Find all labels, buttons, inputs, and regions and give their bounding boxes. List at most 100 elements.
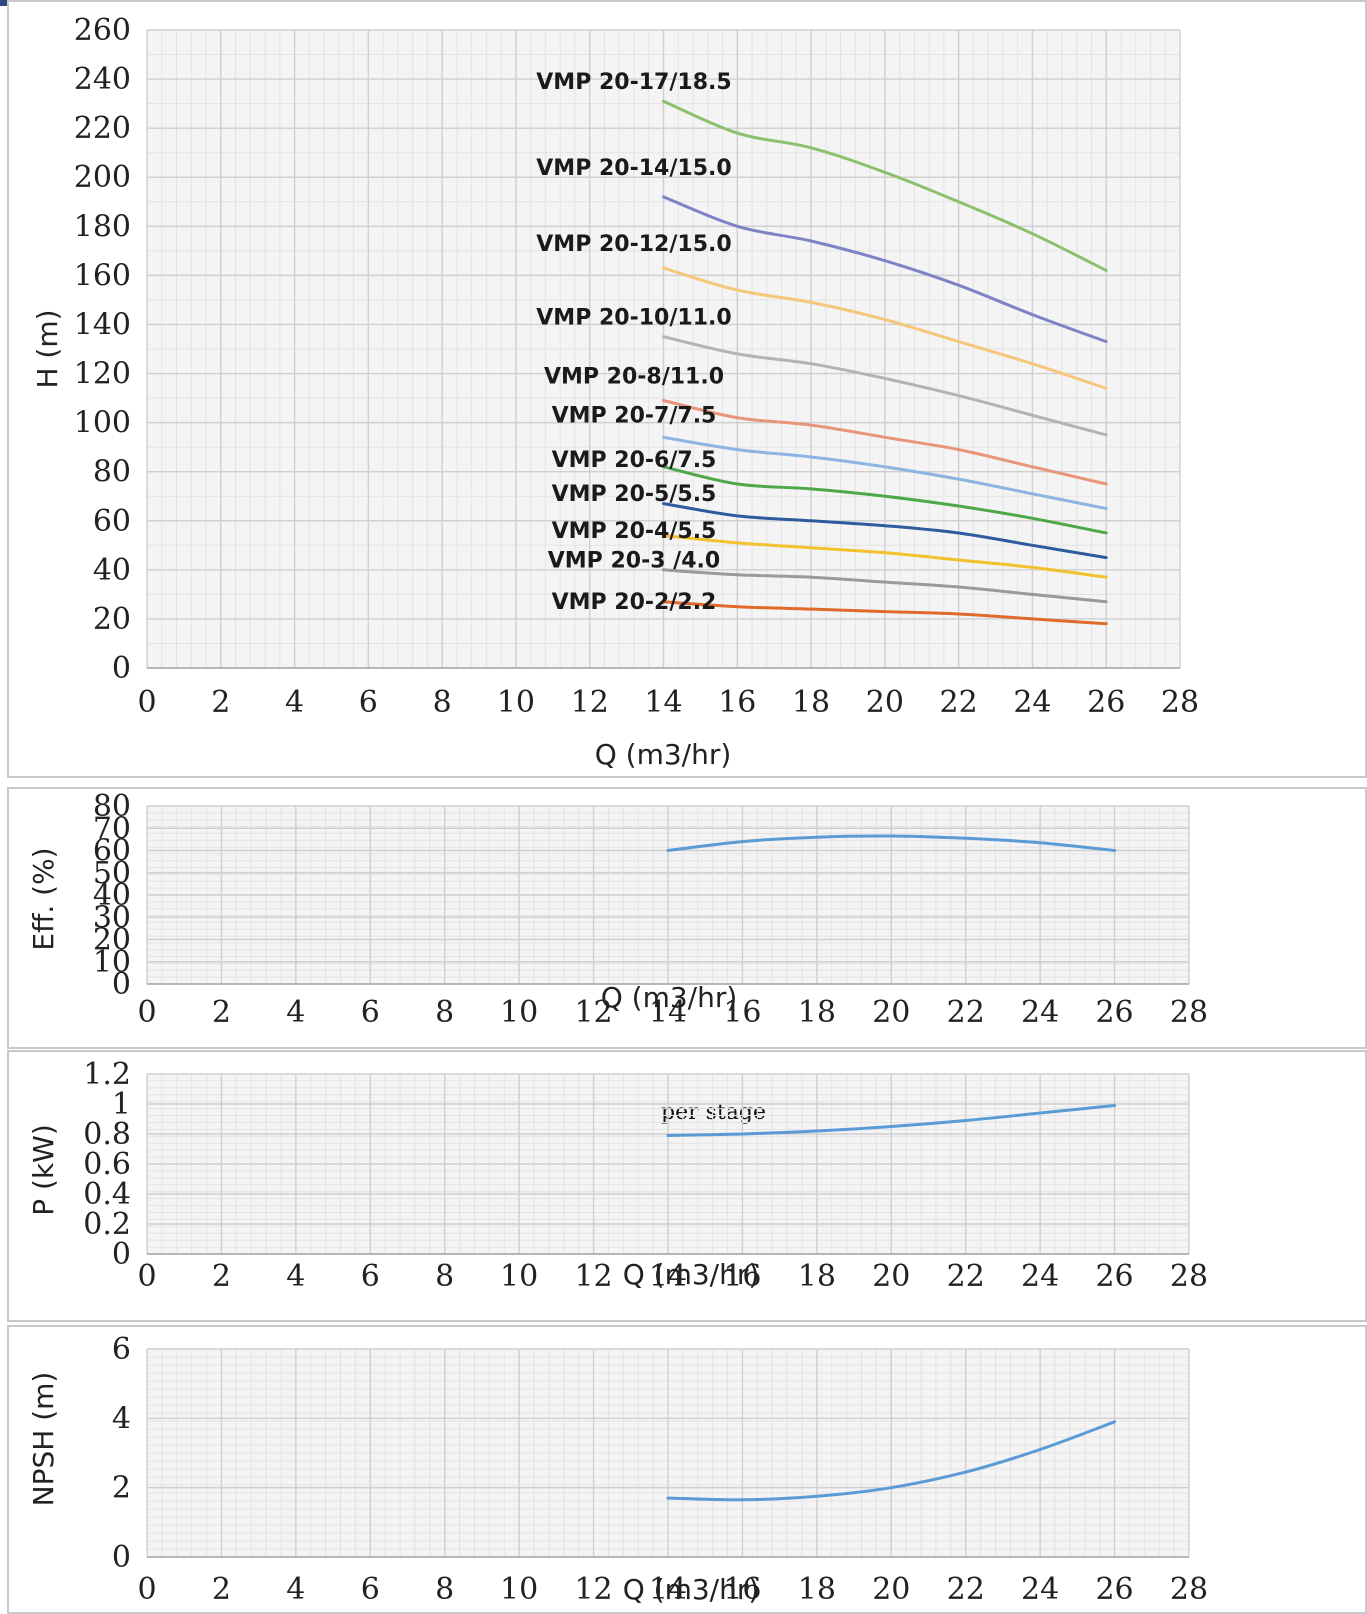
head-series-label: VMP 20-5/5.5: [552, 482, 717, 507]
power-x-tick-label: 16: [723, 1259, 761, 1294]
head-chart: Q (m3/hr) H (m) 0 2 4 6 8 10 12 14 16 18 20 22 24 26 2…: [31, 13, 1199, 771]
power-x-tick-label: 22: [947, 1259, 985, 1294]
power-x-tick-label: 28: [1170, 1259, 1208, 1294]
npsh-x-tick-label: 0: [137, 1572, 156, 1607]
power-major-grid: [146, 1073, 1190, 1255]
head-series-vmp-20-17-18-5: [662, 99, 1108, 272]
efficiency-chart: Q (m3/hr) Eff. (%) 0 2 4 6 8 10 12 14 16 18 20 22 24…: [27, 789, 1208, 1030]
power-chart: Q (m3/hr) P (kW) per stage 0 2 4 6 8 10 12 14 16…: [27, 1057, 1208, 1294]
efficiency-x-tick-label: 2: [212, 995, 231, 1030]
head-series-label: VMP 20-3 /4.0: [548, 548, 720, 573]
head-series-vmp-20-12-15-0: [662, 266, 1108, 390]
npsh-x-tick-label: 24: [1021, 1572, 1059, 1607]
efficiency-x-tick-label: 18: [798, 995, 836, 1030]
head-y-tick-label: 0: [112, 651, 131, 686]
efficiency-x-tick-label: 0: [137, 995, 156, 1030]
npsh-x-tick-label: 12: [574, 1572, 612, 1607]
head-x-tick-label: 24: [1013, 685, 1051, 720]
efficiency-x-tick-label: 4: [286, 995, 305, 1030]
power-y-tick-label: 0.8: [83, 1117, 131, 1152]
efficiency-x-tick-label: 22: [947, 995, 985, 1030]
head-chart-panel: Q (m3/hr) H (m) 0 2 4 6 8 10 12 14 16 18 20 22 24 26 2…: [7, 0, 1367, 778]
head-series-label: VMP 20-7/7.5: [552, 404, 717, 429]
head-x-axis-title: Q (m3/hr): [595, 738, 732, 771]
npsh-chart-panel: Q (m3/hr) NPSH (m) 0 2 4 6 8 10 12 14 16 18 20 22 24…: [7, 1325, 1367, 1614]
efficiency-x-tick-label: 6: [361, 995, 380, 1030]
npsh-y-tick-label: 2: [112, 1471, 131, 1506]
efficiency-y-tick-label: 0: [112, 967, 131, 1002]
npsh-x-tick-label: 16: [723, 1572, 761, 1607]
npsh-x-tick-label: 18: [798, 1572, 836, 1607]
npsh-x-tick-label: 20: [872, 1572, 910, 1607]
head-series-vmp-20-5-5-5: [662, 502, 1108, 560]
power-y-tick-label: 1.2: [83, 1057, 131, 1092]
head-y-tick-label: 200: [74, 160, 131, 195]
head-series-label: VMP 20-17/18.5: [536, 70, 731, 95]
power-y-tick-label: 0.6: [83, 1147, 131, 1182]
head-series-label: VMP 20-4/5.5: [552, 519, 717, 544]
power-x-tick-label: 20: [872, 1259, 910, 1294]
head-x-tick-label: 16: [718, 685, 756, 720]
npsh-x-tick-label: 26: [1095, 1572, 1133, 1607]
head-x-tick-label: 28: [1161, 685, 1199, 720]
efficiency-x-tick-label: 28: [1170, 995, 1208, 1030]
head-x-tick-label: 22: [940, 685, 978, 720]
efficiency-x-tick-label: 14: [649, 995, 687, 1030]
head-major-grid: [146, 29, 1181, 669]
npsh-x-tick-label: 8: [435, 1572, 454, 1607]
power-x-tick-label: 18: [798, 1259, 836, 1294]
power-y-tick-label: 0.4: [83, 1177, 131, 1212]
npsh-series-line: [666, 1420, 1117, 1502]
efficiency-y-tick-label: 20: [93, 923, 131, 958]
head-x-tick-label: 18: [792, 685, 830, 720]
efficiency-x-tick-label: 12: [574, 995, 612, 1030]
head-y-tick-label: 40: [93, 553, 131, 588]
efficiency-y-tick-label: 10: [93, 945, 131, 980]
power-x-tick-label: 24: [1021, 1259, 1059, 1294]
power-x-axis-title: Q (m3/hr): [623, 1258, 760, 1291]
efficiency-x-tick-label: 8: [435, 995, 454, 1030]
efficiency-x-tick-label: 16: [723, 995, 761, 1030]
head-y-tick-label: 260: [74, 13, 131, 48]
efficiency-y-axis-title: Eff. (%): [27, 847, 60, 950]
npsh-y-axis-title: NPSH (m): [27, 1372, 60, 1507]
head-series-vmp-20-7-7-5: [662, 435, 1108, 510]
npsh-x-tick-label: 6: [361, 1572, 380, 1607]
head-series-label: VMP 20-14/15.0: [536, 156, 731, 181]
head-x-tick-label: 26: [1087, 685, 1125, 720]
head-x-tick-label: 8: [433, 685, 452, 720]
head-series-label: VMP 20-8/11.0: [544, 364, 724, 389]
efficiency-y-tick-label: 60: [93, 834, 131, 869]
efficiency-y-tick-label: 70: [93, 811, 131, 846]
power-y-tick-label: 0: [112, 1237, 131, 1272]
head-y-tick-label: 140: [74, 307, 131, 342]
head-y-tick-label: 60: [93, 504, 131, 539]
head-x-tick-label: 0: [137, 685, 156, 720]
npsh-x-tick-label: 22: [947, 1572, 985, 1607]
efficiency-x-tick-label: 24: [1021, 995, 1059, 1030]
npsh-x-axis-title: Q (m3/hr): [623, 1573, 760, 1606]
efficiency-chart-panel: Q (m3/hr) Eff. (%) 0 2 4 6 8 10 12 14 16 18 20 22 24…: [7, 787, 1367, 1049]
head-series-label: VMP 20-6/7.5: [552, 448, 717, 473]
power-x-tick-label: 2: [212, 1259, 231, 1294]
power-x-tick-label: 6: [361, 1259, 380, 1294]
power-x-tick-label: 10: [500, 1259, 538, 1294]
head-y-tick-label: 180: [74, 209, 131, 244]
power-series-line: [666, 1104, 1117, 1137]
npsh-x-tick-label: 28: [1170, 1572, 1208, 1607]
head-series-vmp-20-8-11-0: [662, 399, 1108, 486]
head-y-tick-label: 120: [74, 357, 131, 392]
head-series-vmp-20-10-11-0: [662, 335, 1108, 437]
npsh-x-tick-label: 2: [212, 1572, 231, 1607]
power-y-tick-label: 0.2: [83, 1207, 131, 1242]
npsh-chart: Q (m3/hr) NPSH (m) 0 2 4 6 8 10 12 14 16 18 20 22 24…: [27, 1332, 1208, 1607]
head-y-tick-label: 160: [74, 258, 131, 293]
efficiency-x-tick-label: 10: [500, 995, 538, 1030]
head-series-vmp-20-3-4-0: [662, 568, 1108, 604]
power-y-tick-label: 1: [112, 1087, 131, 1122]
head-series-label: VMP 20-10/11.0: [536, 305, 731, 330]
head-y-tick-label: 20: [93, 602, 131, 637]
head-series-label: VMP 20-2/2.2: [552, 590, 717, 615]
head-y-tick-label: 240: [74, 62, 131, 97]
npsh-x-tick-label: 10: [500, 1572, 538, 1607]
